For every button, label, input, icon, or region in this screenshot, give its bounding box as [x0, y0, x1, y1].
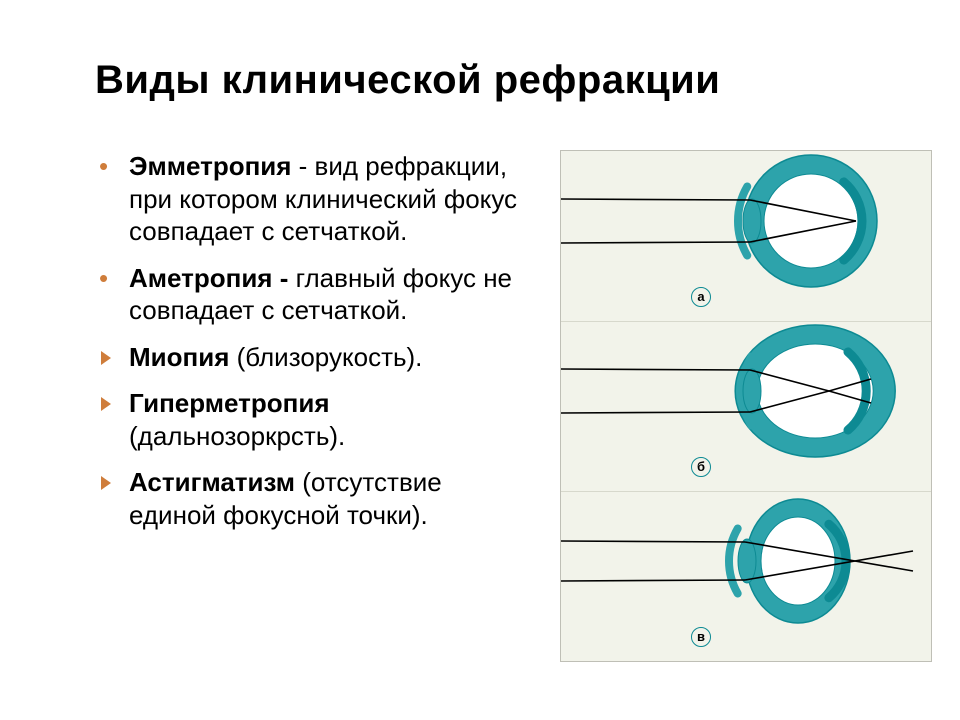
eye-diagram-myopia: б [561, 321, 931, 491]
term-rest: (близорукость). [229, 342, 422, 372]
slide-body: Эмметропия - вид рефракции, при котором … [95, 150, 525, 545]
term: Эмметропия [129, 151, 291, 181]
term-rest: (дальнозоркрсть). [129, 421, 345, 451]
term: Миопия [129, 342, 229, 372]
slide-title: Виды клинической рефракции [95, 58, 915, 103]
chevron-item: Астигматизм (отсутствие единой фокусной … [95, 466, 525, 531]
chevron-item: Гиперметропия (дальнозоркрсть). [95, 387, 525, 452]
eye-svg [561, 151, 931, 321]
eye-diagram-hypermetropia: в [561, 491, 931, 661]
subfigure-label: б [691, 457, 711, 477]
subfigure-label: а [691, 287, 711, 307]
figure-panel: а б в [560, 150, 932, 662]
bullet-item: Аметропия - главный фокус не совпадает с… [95, 262, 525, 327]
chevron-item: Миопия (близорукость). [95, 341, 525, 374]
slide: Виды клинической рефракции Эмметропия - … [0, 0, 960, 720]
eye-svg [561, 321, 931, 491]
eye-svg [561, 491, 931, 661]
chevron-list: Миопия (близорукость). Гиперметропия (да… [95, 341, 525, 532]
subfigure-label: в [691, 627, 711, 647]
eye-diagram-emmetropia: а [561, 151, 931, 321]
term: Гиперметропия [129, 388, 329, 418]
term: Астигматизм [129, 467, 295, 497]
term: Аметропия - [129, 263, 296, 293]
bullet-item: Эмметропия - вид рефракции, при котором … [95, 150, 525, 248]
bullet-list: Эмметропия - вид рефракции, при котором … [95, 150, 525, 327]
